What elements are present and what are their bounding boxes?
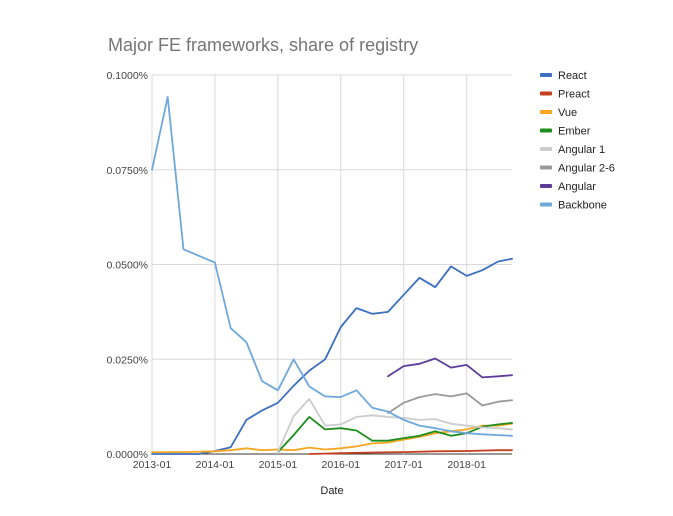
legend-swatch-vue [540, 110, 552, 114]
legend-swatch-preact [540, 91, 552, 96]
x-tick-label: 2015-01 [259, 459, 298, 471]
series-lines [151, 96, 513, 455]
series-line-vue [151, 422, 513, 454]
legend-label-angular-2-6: Angular 2-6 [558, 163, 615, 175]
y-tick-label: 0.0250% [107, 354, 148, 366]
legend-swatch-ember [540, 128, 552, 133]
series-line-angular-2-6 [387, 392, 513, 415]
y-tick-label: 0.0500% [107, 260, 148, 272]
legend-swatch-backbone [540, 202, 552, 207]
legend-swatch-angular-2-6 [540, 165, 552, 170]
gridlines [151, 74, 512, 455]
x-tick-label: 2014-01 [196, 459, 235, 471]
legend-swatch-react [540, 73, 552, 77]
legend: React Preact Vue Ember Angular 1 Angular 2-6 A… [540, 70, 615, 212]
legend-swatch-angular-1 [540, 147, 552, 151]
series-line-backbone [151, 96, 513, 437]
x-tick-label: 2013-01 [133, 459, 172, 471]
series-line-angular-1 [276, 398, 513, 454]
legend-label-preact: Preact [558, 89, 590, 101]
legend-label-vue: Vue [558, 107, 577, 119]
series-line-preact [308, 449, 513, 455]
legend-swatch-angular [540, 184, 552, 188]
series-line-ember [276, 415, 513, 454]
y-tick-label: 0.1000% [107, 70, 148, 82]
series-line-angular [387, 357, 513, 379]
legend-label-angular: Angular [558, 181, 596, 193]
legend-label-backbone: Backbone [558, 200, 607, 212]
legend-label-angular-1: Angular 1 [558, 144, 605, 156]
x-axis-ticks: 2013-01 2014-01 2015-01 2016-01 2017-01 2018-… [133, 459, 486, 471]
x-tick-label: 2018-01 [447, 459, 486, 471]
legend-label-ember: Ember [558, 126, 591, 138]
y-tick-label: 0.0000% [107, 449, 148, 461]
x-axis-label: Date [320, 485, 343, 497]
x-tick-label: 2017-01 [384, 459, 423, 471]
y-tick-label: 0.0750% [107, 165, 148, 177]
x-tick-label: 2016-01 [322, 459, 361, 471]
chart-title: Major FE frameworks, share of registry [108, 35, 418, 55]
legend-label-react: React [558, 70, 587, 82]
y-axis-ticks: 0.0000% 0.0250% 0.0500% 0.0750% 0.1000% [107, 70, 148, 461]
